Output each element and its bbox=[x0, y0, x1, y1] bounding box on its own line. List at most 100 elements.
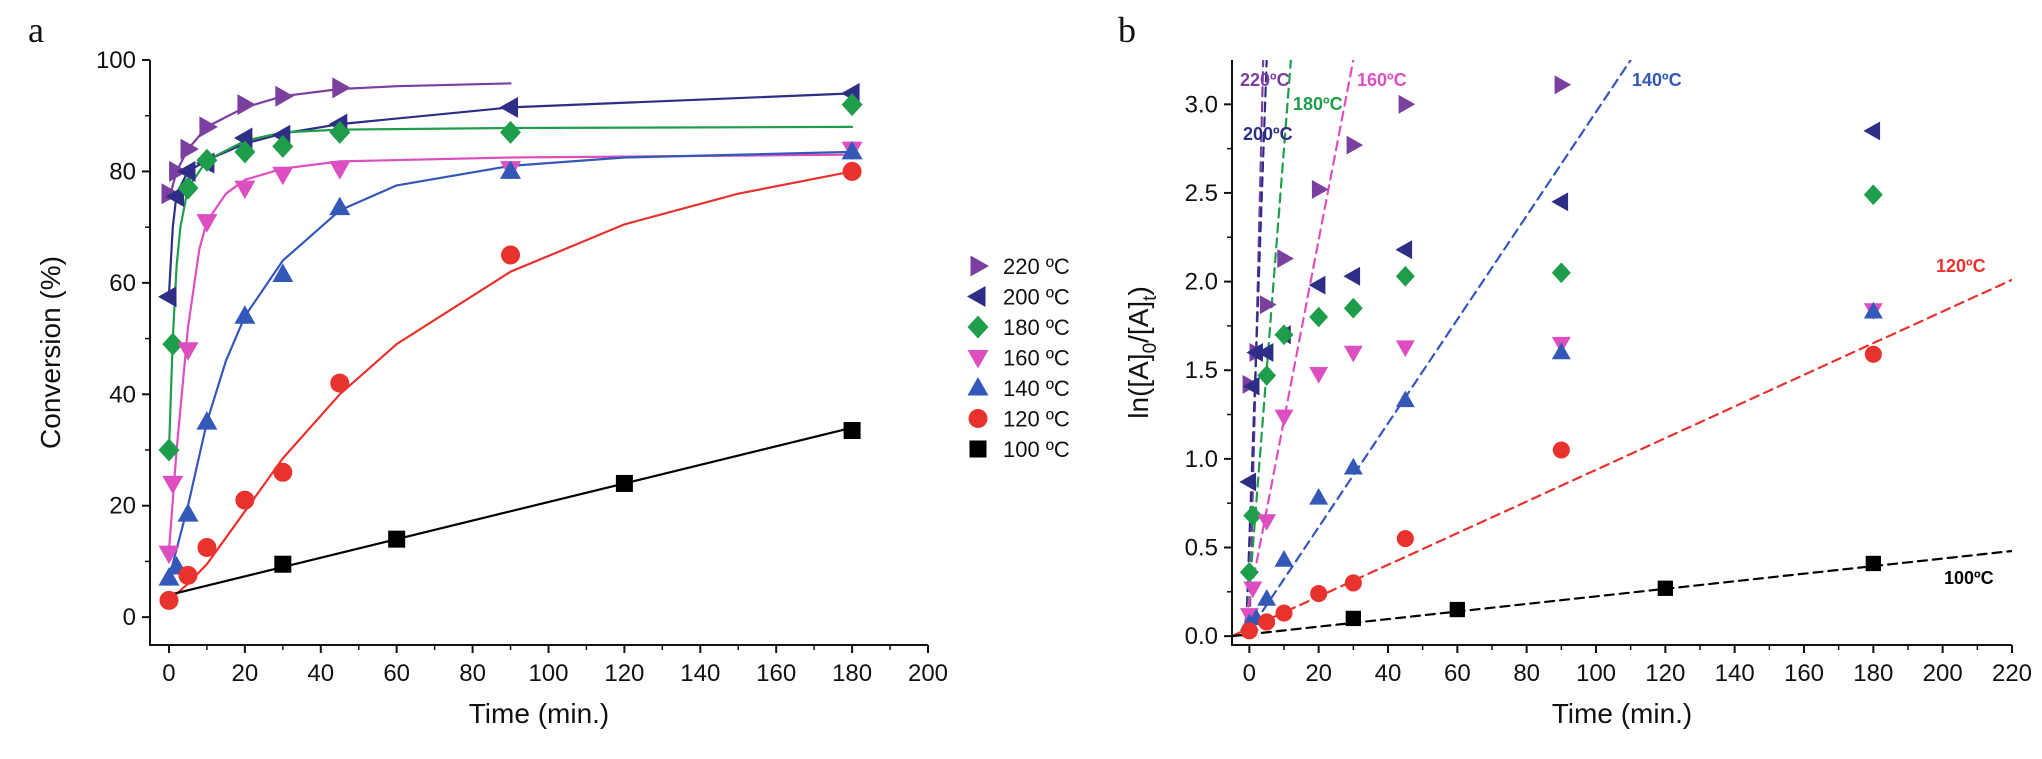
data-point-160-c bbox=[177, 342, 199, 361]
axis-lines bbox=[1231, 60, 2012, 646]
y-tick-label: 1.5 bbox=[1185, 357, 1218, 384]
data-point-160-c bbox=[1309, 367, 1329, 384]
data-point-120-c bbox=[330, 373, 350, 393]
data-point-200-c bbox=[1239, 472, 1257, 492]
x-tick-label: 180 bbox=[1853, 660, 1893, 687]
fit-line-160-c bbox=[1241, 60, 1355, 638]
legend-marker-120-c bbox=[968, 409, 988, 428]
x-tick-label: 120 bbox=[604, 660, 644, 687]
legend-label-180-c: 180 ºC bbox=[1003, 315, 1070, 340]
x-axis-title: Time (min.) bbox=[469, 698, 610, 729]
fit-line-140-c bbox=[1244, 60, 1632, 638]
data-point-220-c bbox=[1346, 135, 1364, 155]
legend-label-120-c: 120 ºC bbox=[1003, 407, 1070, 432]
data-point-200-c bbox=[1551, 192, 1569, 212]
data-point-120-c bbox=[1310, 585, 1328, 603]
data-point-100-c bbox=[615, 474, 633, 492]
x-tick-label: 80 bbox=[1513, 660, 1540, 687]
annotation-160-c: 160ºC bbox=[1357, 70, 1407, 90]
data-point-140-c bbox=[1309, 488, 1329, 505]
data-point-180-c bbox=[1309, 306, 1329, 328]
data-point-180-c bbox=[162, 332, 184, 356]
data-point-100-c bbox=[1865, 555, 1881, 572]
data-point-120-c bbox=[1344, 574, 1362, 592]
data-point-200-c bbox=[1343, 266, 1361, 286]
data-point-140-c bbox=[1343, 457, 1363, 475]
data-point-220-c bbox=[1259, 295, 1277, 315]
axes-a: 0 20 40 60 80 100 120 140 160 180 200 0 20 40 60 80 100 T… bbox=[35, 47, 948, 729]
data-point-140-c bbox=[1257, 589, 1277, 606]
y-tick-label: 20 bbox=[109, 493, 136, 520]
annotation-220-c: 220ºC bbox=[1240, 70, 1290, 90]
data-point-120-c bbox=[1240, 622, 1258, 640]
y-tick-label: 80 bbox=[109, 158, 136, 185]
data-point-120-c bbox=[273, 462, 293, 482]
data-point-180-c bbox=[1863, 184, 1883, 206]
fit-line-120-c bbox=[1232, 278, 2012, 638]
y-tick-label: 0 bbox=[123, 604, 136, 631]
data-point-220-c bbox=[332, 77, 351, 99]
data-point-180-c bbox=[1239, 562, 1259, 583]
x-tick-label: 120 bbox=[1645, 660, 1685, 687]
x-tick-label: 40 bbox=[307, 660, 334, 687]
data-point-180-c bbox=[1257, 365, 1277, 386]
data-point-160-c bbox=[1274, 409, 1294, 427]
data-point-140-c bbox=[177, 503, 199, 522]
legend-a: 220 ºC 200 ºC 180 ºC 160 ºC 140 ºC 120 ºC 100 … bbox=[967, 254, 1070, 462]
data-point-160-c bbox=[162, 475, 184, 495]
x-tick-label: 40 bbox=[1375, 660, 1402, 687]
data-point-120-c bbox=[178, 565, 198, 585]
data-point-200-c bbox=[1395, 240, 1413, 260]
data-point-220-c bbox=[180, 138, 199, 160]
data-point-180-c bbox=[1274, 324, 1294, 346]
data-point-100-c bbox=[1657, 580, 1673, 596]
legend-label-160-c: 160 ºC bbox=[1003, 346, 1070, 371]
y-tick-label: 2.5 bbox=[1185, 180, 1218, 207]
data-point-140-c bbox=[1551, 342, 1571, 360]
data-point-200-c bbox=[499, 96, 518, 118]
y-tick-label: 100 bbox=[96, 47, 136, 74]
x-tick-label: 220 bbox=[1992, 660, 2032, 687]
x-tick-label: 180 bbox=[832, 660, 872, 687]
legend-marker-180-c bbox=[967, 315, 989, 339]
data-point-160-c bbox=[272, 166, 294, 186]
x-tick-label: 200 bbox=[1923, 660, 1963, 687]
data-point-180-c bbox=[841, 93, 863, 117]
data-point-220-c bbox=[1277, 249, 1294, 268]
data-point-100-c bbox=[1345, 610, 1361, 627]
data-point-200-c bbox=[177, 160, 196, 182]
annotation-100-c: 100ºC bbox=[1944, 568, 1994, 588]
data-point-200-c bbox=[233, 127, 253, 149]
fit-line-120-c bbox=[167, 170, 854, 602]
data-point-100-c bbox=[388, 530, 406, 548]
data-point-140-c bbox=[196, 411, 218, 430]
x-tick-label: 80 bbox=[459, 660, 486, 687]
legend-label-200-c: 200 ºC bbox=[1003, 285, 1070, 310]
data-point-220-c bbox=[1311, 180, 1329, 199]
data-point-180-c bbox=[234, 140, 256, 164]
x-tick-label: 60 bbox=[1444, 660, 1471, 687]
data-point-180-c bbox=[1551, 262, 1571, 284]
x-tick-label: 160 bbox=[756, 660, 796, 687]
data-point-160-c bbox=[1257, 514, 1277, 531]
data-point-160-c bbox=[1343, 345, 1363, 363]
data-point-120-c bbox=[1864, 345, 1882, 363]
data-point-140-c bbox=[841, 140, 863, 160]
annotation-120-c: 120ºC bbox=[1936, 256, 1986, 276]
data-point-200-c bbox=[158, 286, 177, 308]
y-tick-label: 2.0 bbox=[1185, 269, 1218, 296]
data-point-200-c bbox=[1863, 121, 1881, 141]
data-point-120-c bbox=[1258, 613, 1276, 631]
data-point-120-c bbox=[1552, 441, 1570, 459]
data-point-160-c bbox=[158, 545, 180, 565]
y-tick-label: 1.0 bbox=[1185, 446, 1218, 473]
x-tick-label: 20 bbox=[232, 660, 259, 687]
data-point-200-c bbox=[1246, 343, 1263, 362]
data-point-140-c bbox=[1863, 301, 1883, 319]
fit-line-100-c bbox=[167, 426, 854, 596]
fit-line-160-c bbox=[167, 153, 854, 552]
x-tick-label: 140 bbox=[680, 660, 720, 687]
data-point-160-c bbox=[196, 214, 218, 233]
x-tick-label: 100 bbox=[528, 660, 568, 687]
